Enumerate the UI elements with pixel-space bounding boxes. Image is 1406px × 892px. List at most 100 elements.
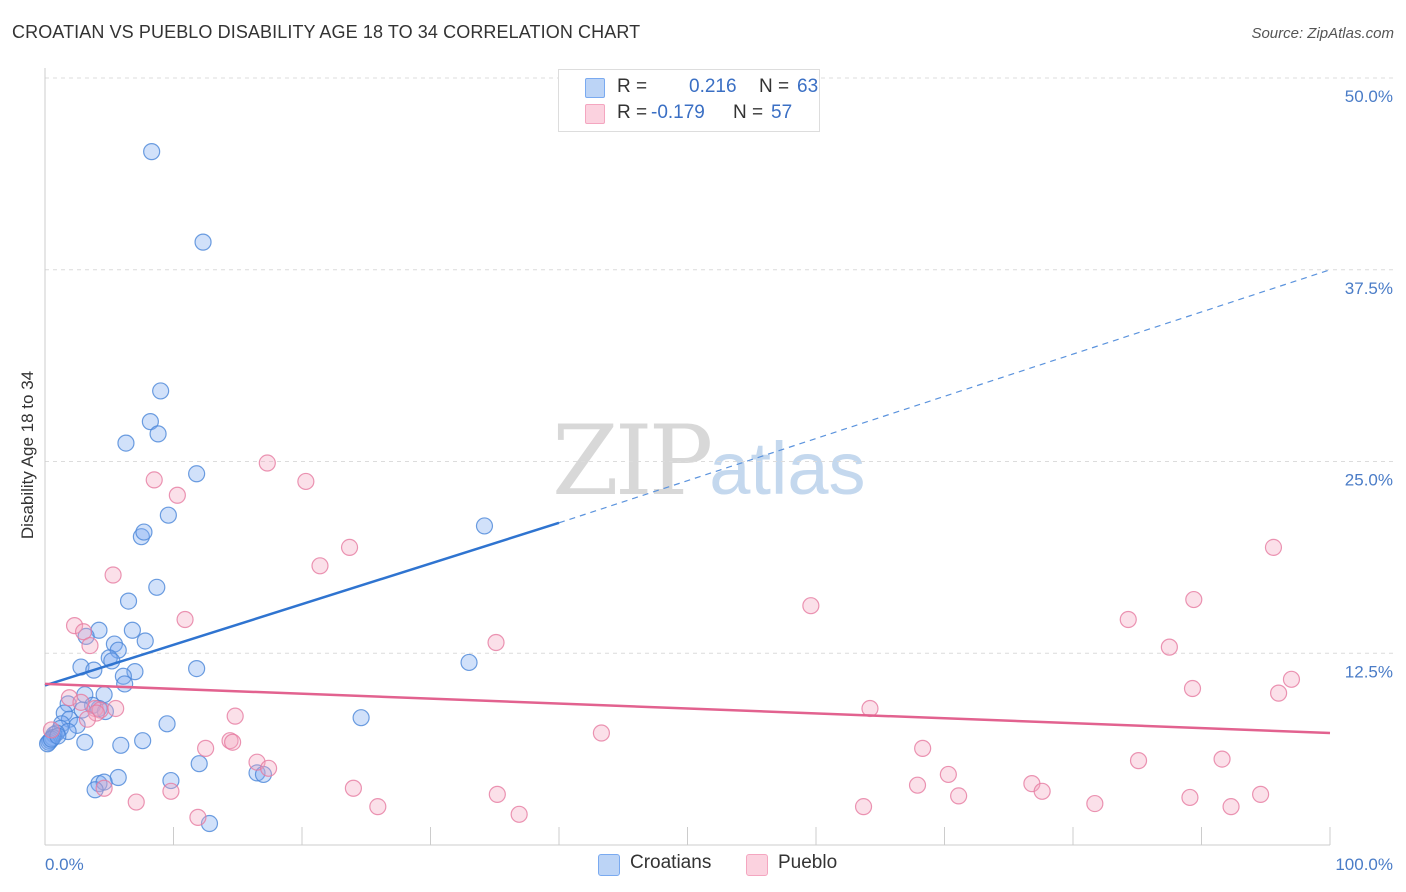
point-croatians (158, 715, 176, 733)
point-croatians (68, 716, 86, 734)
point-pueblo (487, 633, 505, 652)
legend-swatch-croatians (585, 78, 605, 98)
point-croatians (188, 465, 206, 483)
point-pueblo (197, 739, 215, 757)
x-tick-label: 0.0% (45, 855, 84, 874)
point-croatians (116, 675, 134, 693)
point-croatians (190, 755, 208, 773)
point-pueblo (369, 798, 387, 816)
point-croatians (77, 627, 95, 645)
point-pueblo (1183, 679, 1202, 698)
point-pueblo (259, 759, 278, 777)
point-croatians (143, 143, 161, 161)
point-pueblo (1185, 590, 1203, 609)
point-pueblo (1222, 798, 1240, 816)
point-pueblo (1282, 670, 1301, 688)
point-pueblo (189, 808, 207, 826)
point-croatians (194, 233, 212, 251)
y-tick-label: 50.0% (1345, 87, 1393, 106)
bottom-legend-swatch-pueblo (746, 854, 768, 876)
trendline-pueblo (44, 682, 1331, 735)
point-pueblo (95, 779, 113, 797)
point-pueblo (72, 693, 90, 711)
legend-n-label: N = (759, 76, 790, 97)
x-tick-label: 100.0% (1335, 855, 1393, 874)
legend-r-value: 0.216 (689, 76, 737, 97)
point-pueblo (854, 798, 873, 816)
point-croatians (123, 621, 141, 639)
y-tick-label: 37.5% (1345, 279, 1393, 298)
point-croatians (141, 413, 159, 431)
point-pueblo (127, 793, 145, 811)
correlation-legend: R = 0.216 N = 63 R = -0.179 N = 57 (558, 69, 820, 132)
point-pueblo (78, 710, 97, 728)
point-croatians (136, 632, 154, 650)
point-croatians (76, 733, 94, 751)
point-pueblo (104, 566, 122, 584)
point-croatians (188, 659, 206, 678)
point-pueblo (1119, 610, 1137, 629)
point-pueblo (145, 471, 163, 489)
point-pueblo (297, 472, 315, 491)
point-pueblo (1033, 782, 1051, 800)
point-pueblo (168, 486, 186, 504)
point-croatians (475, 517, 494, 535)
legend-swatch-pueblo (585, 104, 605, 124)
point-croatians (117, 434, 135, 452)
legend-r-label: R = (617, 76, 648, 97)
source-label: Source: ZipAtlas.com (1251, 25, 1394, 42)
point-pueblo (81, 636, 99, 655)
point-croatians (460, 653, 478, 672)
trendline-croatians (44, 521, 560, 687)
point-pueblo (510, 805, 528, 823)
point-pueblo (802, 597, 820, 615)
point-pueblo (224, 733, 242, 751)
point-pueblo (340, 538, 359, 557)
y-tick-label: 12.5% (1345, 662, 1393, 681)
point-pueblo (87, 704, 106, 722)
point-croatians (112, 736, 130, 754)
legend-n-label: N = (733, 102, 764, 123)
point-croatians (119, 592, 138, 610)
point-pueblo (258, 454, 276, 472)
legend-n-value: 57 (771, 102, 793, 123)
point-croatians (134, 732, 152, 750)
point-pueblo (1269, 684, 1288, 702)
point-pueblo (908, 776, 927, 794)
watermark-atlas: atlas (709, 427, 866, 510)
point-pueblo (107, 699, 125, 718)
point-croatians (148, 578, 166, 596)
point-croatians (352, 709, 370, 727)
point-pueblo (74, 623, 93, 641)
point-pueblo (176, 610, 194, 629)
bottom-legend-swatch-croatians (598, 854, 620, 876)
point-pueblo (226, 707, 244, 725)
bottom-legend-label-pueblo: Pueblo (778, 852, 838, 873)
point-pueblo (65, 617, 84, 635)
point-croatians (49, 727, 67, 745)
chart-title: CROATIAN VS PUEBLO DISABILITY AGE 18 TO … (12, 22, 641, 42)
point-croatians (149, 425, 167, 443)
bottom-legend-label-croatians: Croatians (630, 852, 712, 873)
point-pueblo (939, 765, 957, 784)
point-pueblo (592, 724, 611, 742)
legend-n-value: 63 (797, 76, 819, 97)
point-pueblo (1252, 785, 1270, 803)
y-tick-label: 25.0% (1345, 471, 1393, 490)
point-pueblo (1264, 538, 1283, 557)
point-pueblo (950, 787, 968, 805)
point-pueblo (1213, 750, 1231, 768)
legend-r-label: R = (617, 102, 648, 123)
point-croatians (135, 523, 153, 541)
point-pueblo (1129, 752, 1148, 770)
point-pueblo (488, 785, 506, 803)
point-pueblo (162, 782, 180, 800)
point-croatians (152, 382, 170, 400)
point-pueblo (914, 739, 932, 757)
point-pueblo (344, 779, 362, 797)
point-pueblo (1086, 794, 1104, 813)
legend-r-value: -0.179 (651, 102, 705, 123)
point-croatians (132, 528, 150, 546)
point-croatians (159, 506, 177, 524)
